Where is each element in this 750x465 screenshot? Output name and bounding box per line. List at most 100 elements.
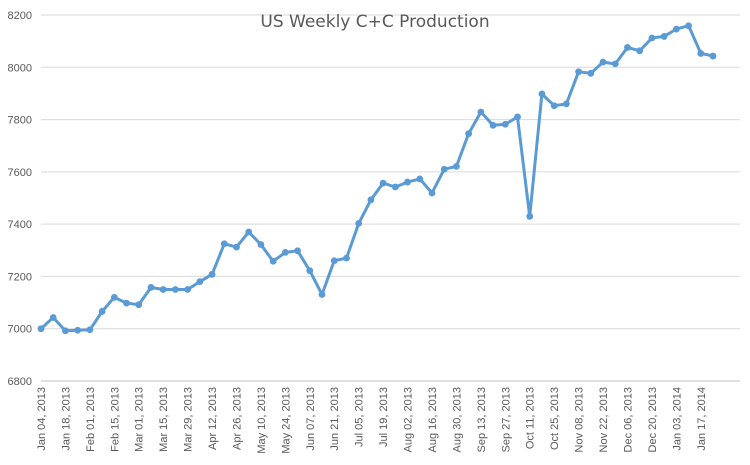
y-tick-label: 6800 (8, 376, 32, 388)
x-tick-label: Apr 26, 2013 (231, 387, 243, 450)
data-point (538, 90, 546, 98)
data-point (404, 178, 411, 186)
x-tick-label: Apr 12, 2013 (207, 387, 219, 450)
y-tick-label: 7800 (8, 115, 32, 127)
data-point (550, 102, 558, 110)
data-point (624, 44, 631, 51)
data-point (428, 189, 436, 197)
data-point (184, 286, 192, 293)
data-point (318, 291, 326, 298)
data-point (514, 113, 521, 121)
x-tick-label: Feb 15, 2013 (109, 387, 121, 452)
data-point (257, 241, 265, 248)
data-point (489, 121, 497, 129)
x-tick-label: Mar 15, 2013 (158, 387, 170, 452)
data-point (62, 327, 69, 335)
data-point (110, 293, 118, 301)
x-tick-label: Jan 17, 2014 (696, 387, 708, 451)
x-tick-label: Feb 01, 2013 (85, 387, 97, 452)
data-point (355, 219, 363, 227)
series-layer (37, 22, 717, 335)
data-point (37, 325, 45, 333)
y-tick-label: 7000 (8, 324, 32, 336)
data-point (599, 58, 607, 66)
data-point (269, 257, 277, 265)
data-point (245, 228, 253, 236)
data-point (233, 243, 240, 251)
data-point (697, 50, 705, 57)
data-point (501, 120, 509, 128)
y-tick-label: 8000 (8, 62, 32, 74)
x-tick-label: Jun 21, 2013 (329, 387, 341, 451)
data-point (196, 278, 204, 286)
data-point (477, 108, 485, 116)
x-tick-label: Nov 22, 2013 (598, 387, 610, 452)
x-tick-label: Sep 27, 2013 (500, 387, 512, 452)
y-tick-label: 8200 (8, 10, 32, 22)
x-tick-label: Jan 04, 2013 (36, 387, 48, 451)
x-tick-label: Nov 08, 2013 (574, 387, 586, 452)
y-tick-label: 7200 (8, 271, 32, 283)
y-axis-ticks: 6800 7000 7200 7400 7600 7800 8000 8200 (8, 10, 32, 388)
data-point (306, 267, 314, 275)
x-tick-label: Mar 29, 2013 (183, 387, 195, 452)
x-tick-label: Jun 07, 2013 (305, 387, 317, 451)
data-point (294, 247, 301, 255)
data-point (611, 60, 619, 68)
data-point (343, 254, 350, 262)
data-point (575, 68, 582, 76)
data-point (465, 130, 473, 138)
data-point (636, 47, 644, 55)
data-point (453, 162, 460, 170)
data-point (367, 196, 375, 204)
data-point (208, 270, 216, 278)
data-point (660, 33, 668, 40)
x-tick-label: Jul 19, 2013 (378, 387, 390, 447)
data-point (330, 257, 338, 265)
y-tick-label: 7600 (8, 167, 32, 179)
x-tick-label: Aug 16, 2013 (427, 387, 439, 452)
data-point (685, 22, 692, 30)
data-point (562, 100, 570, 108)
data-point (220, 240, 228, 248)
data-point (391, 183, 399, 191)
data-point (416, 175, 424, 183)
x-tick-label: Aug 02, 2013 (403, 387, 415, 452)
x-tick-label: Aug 30, 2013 (451, 387, 463, 452)
data-point (159, 286, 167, 293)
data-point (587, 69, 595, 77)
x-tick-label: Dec 20, 2013 (647, 387, 659, 452)
data-point (526, 212, 534, 220)
data-point (98, 308, 106, 315)
chart-title: US Weekly C+C Production (260, 12, 489, 32)
data-point (440, 165, 448, 173)
series-line (39, 24, 715, 333)
x-tick-label: Sep 13, 2013 (476, 387, 488, 452)
data-point (672, 25, 680, 33)
x-tick-label: Oct 11, 2013 (525, 387, 537, 449)
data-point (86, 326, 94, 334)
x-tick-label: May 24, 2013 (280, 387, 292, 454)
data-point (709, 52, 717, 60)
data-point (648, 34, 656, 42)
y-tick-label: 7400 (8, 219, 32, 231)
x-tick-label: May 10, 2013 (256, 387, 268, 454)
data-point (147, 284, 155, 291)
data-point (379, 179, 387, 187)
data-point (172, 286, 179, 293)
data-point (74, 326, 82, 334)
data-point (135, 301, 143, 309)
x-tick-label: Jan 18, 2013 (60, 387, 72, 451)
x-tick-label: Jan 03, 2014 (671, 387, 683, 451)
x-tick-label: Oct 25, 2013 (549, 387, 561, 450)
data-point (123, 299, 130, 307)
gridlines (41, 14, 740, 330)
data-point (49, 314, 57, 321)
x-tick-label: Dec 06, 2013 (622, 387, 634, 452)
x-tick-label: Jul 05, 2013 (354, 387, 366, 447)
data-point (281, 248, 289, 256)
x-axis-ticks: Jan 04, 2013 Jan 18, 2013 Feb 01, 2013 Feb … (36, 387, 708, 454)
x-tick-label: Mar 01, 2013 (134, 387, 146, 452)
